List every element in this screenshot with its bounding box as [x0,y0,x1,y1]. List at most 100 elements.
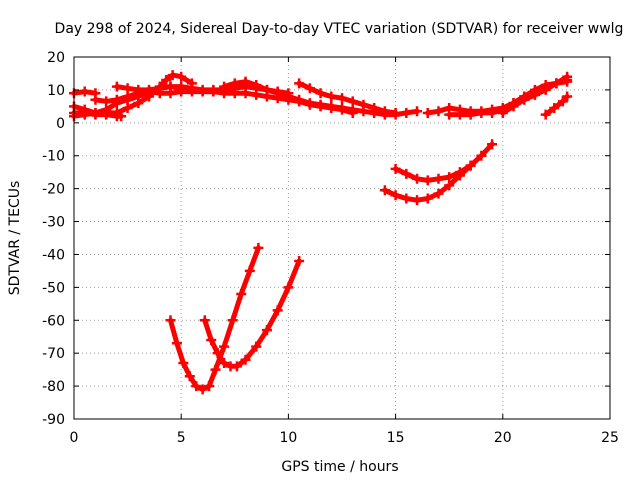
data-point [422,193,433,204]
series-track-7 [219,76,423,120]
data-point [111,94,122,105]
data-point [412,173,423,184]
y-tick-label: -40 [42,247,65,263]
y-tick-label: 0 [56,116,65,132]
data-point [171,338,182,349]
data-point [379,106,390,117]
data-point [219,81,230,92]
data-series [69,70,573,395]
data-point [540,109,551,120]
data-point [422,107,433,118]
x-tick-label: 10 [279,430,297,446]
data-point [144,84,155,95]
data-point [231,361,242,372]
data-point [294,78,305,89]
data-point [283,282,294,293]
series-track-16 [390,139,498,186]
data-point [101,96,112,107]
y-tick-label: -50 [42,280,65,296]
data-point [476,107,487,118]
data-point [390,190,401,201]
data-point [315,99,326,110]
data-point [111,81,122,92]
data-point [204,381,215,392]
data-point [508,101,519,112]
series-track-12 [540,91,573,120]
data-point [390,163,401,174]
data-point [79,86,90,97]
data-point [251,79,262,90]
data-point [519,94,530,105]
data-point [283,91,294,102]
y-tick-label: -60 [42,313,65,329]
data-point [191,381,202,392]
data-point [294,94,305,105]
data-point [272,305,283,316]
data-point [358,99,369,110]
data-point [540,84,551,95]
data-point [240,354,251,365]
data-point [433,173,444,184]
data-point [401,107,412,118]
data-point [304,98,315,109]
data-point [161,75,172,86]
data-point [176,71,187,82]
data-point [497,107,508,118]
data-point [476,150,487,161]
data-point [390,107,401,118]
data-point [176,81,187,92]
data-point [165,315,176,326]
data-point [337,103,347,114]
data-point [347,96,358,107]
data-point [562,71,573,82]
data-point [167,70,178,81]
data-point [227,315,238,326]
data-point [261,84,272,95]
series-line [543,94,570,118]
data-point [219,358,230,369]
data-point [412,106,423,117]
data-point [184,371,195,382]
data-point [154,83,165,94]
data-point [101,109,112,120]
y-tick-label: 10 [47,83,65,99]
series-track-8 [294,78,401,118]
data-point [379,185,390,196]
data-point [412,195,423,206]
data-point [199,315,210,326]
data-point [272,88,283,99]
x-axis-label: GPS time / hours [281,459,398,475]
x-tick-label: 20 [494,430,512,446]
series-line [202,258,302,369]
data-point [90,109,101,120]
plot-frame [73,56,611,420]
data-point [240,76,251,87]
data-point [253,242,264,253]
data-point [337,93,347,104]
data-point [261,325,272,336]
data-point [304,83,315,94]
data-point [433,106,444,117]
y-tick-label: -20 [42,182,65,198]
y-tick-label: -70 [42,346,65,362]
data-point [206,335,217,346]
y-axis-label: SDTVAR / TECUs [7,181,23,296]
x-tick-label: 25 [601,430,619,446]
x-tick-label: 5 [177,430,186,446]
data-point [422,175,433,186]
data-point [251,341,262,352]
data-point [229,78,240,89]
series-track-13 [165,242,264,395]
data-point [549,103,560,114]
y-tick-label: 20 [47,50,65,66]
data-point [197,84,208,95]
data-point [236,288,247,299]
data-point [454,167,465,178]
series-line [296,80,399,116]
data-point [401,168,412,179]
data-point [401,193,412,204]
data-point [122,83,133,94]
data-point [529,89,540,100]
x-tick-label: 15 [387,430,405,446]
